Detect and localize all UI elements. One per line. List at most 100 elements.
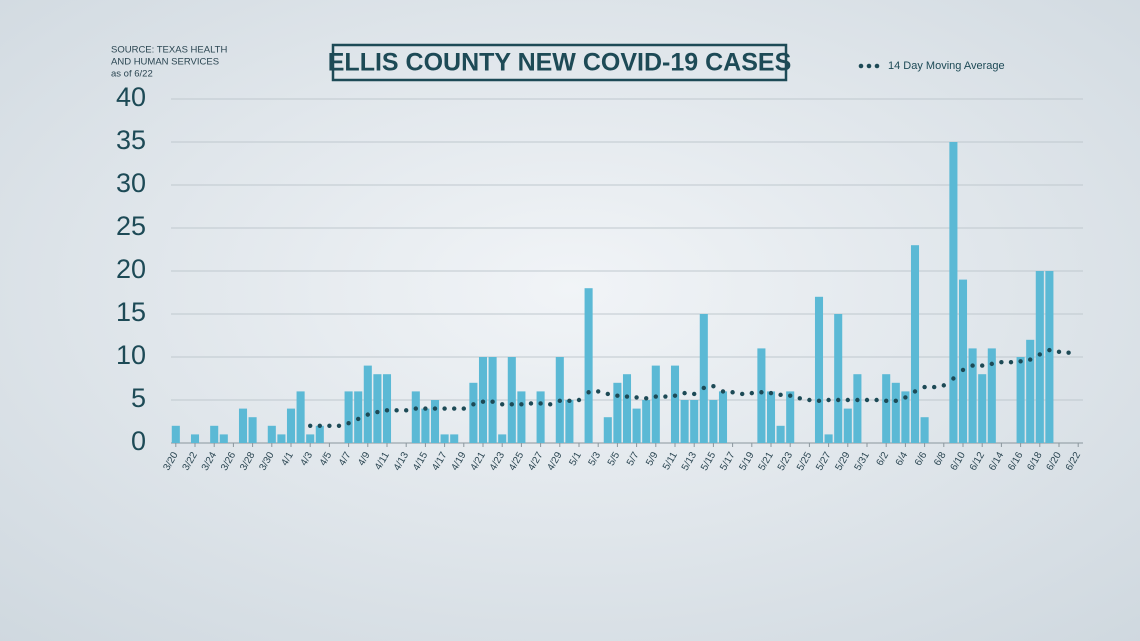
moving-average-dot (1018, 359, 1023, 364)
y-tick-label: 0 (131, 426, 146, 456)
bar (910, 245, 920, 443)
moving-average-dot (548, 402, 553, 407)
bar (690, 400, 699, 443)
moving-average-dot (874, 397, 879, 403)
moving-average-dot (807, 397, 812, 403)
source: AND HUMAN SERVICES (111, 57, 219, 68)
bar (344, 391, 353, 443)
bar (440, 434, 449, 443)
moving-average-dot (567, 398, 572, 404)
moving-average-dot (471, 402, 476, 407)
bar (987, 348, 996, 443)
y-tick-label: 25 (116, 211, 146, 241)
bar (757, 348, 766, 443)
moving-average-dot (605, 391, 610, 397)
y-tick-label: 30 (116, 168, 146, 198)
moving-average-dot (663, 394, 668, 399)
moving-average-dot (855, 397, 860, 403)
moving-average-dot (586, 390, 591, 395)
moving-average-dot (596, 389, 601, 394)
moving-average-dot (970, 363, 975, 368)
moving-average-dot (999, 359, 1004, 365)
bar (277, 434, 286, 443)
bar (824, 434, 833, 443)
bar (248, 417, 257, 443)
moving-average-dot (375, 409, 380, 415)
legend-dot (866, 63, 872, 69)
moving-average-dot (903, 395, 908, 400)
bar (219, 434, 228, 443)
legend-dot (874, 63, 880, 69)
moving-average-dot (423, 406, 428, 411)
moving-average-dot (634, 395, 639, 400)
bar (709, 400, 718, 443)
moving-average-dot (730, 390, 735, 395)
moving-average-dot (1037, 352, 1043, 357)
bar (776, 425, 785, 443)
bar (498, 434, 507, 443)
moving-average-dot (989, 361, 994, 367)
bar (306, 434, 315, 443)
bar (651, 365, 660, 443)
bar (238, 408, 248, 443)
moving-average-dot (1066, 350, 1071, 355)
moving-average-dot (327, 423, 332, 428)
bar (786, 391, 795, 443)
moving-average-dot (519, 402, 524, 407)
bar (968, 348, 977, 443)
moving-average-dot (624, 394, 630, 399)
legend-label: 14 Day Moving Average (888, 60, 1005, 72)
moving-average-dot (1008, 359, 1014, 365)
moving-average-dot (768, 390, 774, 396)
moving-average-dot (893, 398, 898, 404)
moving-average-dot (615, 393, 620, 398)
moving-average-dot (432, 406, 438, 411)
y-tick-label: 40 (116, 82, 146, 112)
source: as of 6/22 (111, 69, 153, 80)
moving-average-dot (308, 423, 313, 428)
y-tick-label: 15 (116, 297, 146, 327)
y-tick-label: 20 (116, 254, 146, 284)
moving-average-dot (346, 421, 351, 426)
bar (920, 417, 929, 443)
moving-average-dot (720, 389, 726, 394)
bar (430, 400, 440, 443)
moving-average-dot (672, 393, 678, 398)
moving-average-dot (404, 408, 409, 413)
bar (699, 314, 708, 443)
moving-average-dot (960, 367, 966, 373)
bar (296, 391, 305, 443)
moving-average-dot (317, 423, 322, 428)
moving-average-dot (384, 408, 390, 413)
moving-average-dot (951, 376, 956, 381)
source: SOURCE: TEXAS HEALTH (111, 45, 227, 56)
bar (622, 374, 632, 443)
moving-average-dot (500, 402, 505, 407)
bar (421, 408, 430, 443)
legend-dot (858, 63, 864, 69)
bar (536, 391, 545, 443)
bar (171, 425, 180, 443)
bar (958, 279, 968, 443)
moving-average-dot (576, 397, 582, 403)
moving-average-dot (980, 363, 985, 368)
moving-average-dot (557, 398, 562, 404)
moving-average-dot (509, 402, 514, 407)
moving-average-dot (759, 390, 764, 395)
moving-average-dot (413, 406, 418, 411)
moving-average-dot (692, 391, 697, 397)
moving-average-dot (836, 397, 841, 403)
moving-average-dot (1028, 357, 1033, 362)
moving-average-dot (922, 384, 927, 390)
bar (603, 417, 612, 443)
chart-title: ELLIS COUNTY NEW COVID-19 CASES (328, 49, 792, 77)
bar (882, 374, 891, 443)
moving-average-dot (711, 384, 716, 389)
y-tick-label: 35 (116, 125, 146, 155)
moving-average-dot (480, 399, 486, 404)
bar (642, 400, 651, 443)
bar (632, 408, 641, 443)
moving-average-dot (653, 394, 658, 399)
bar (766, 391, 776, 443)
